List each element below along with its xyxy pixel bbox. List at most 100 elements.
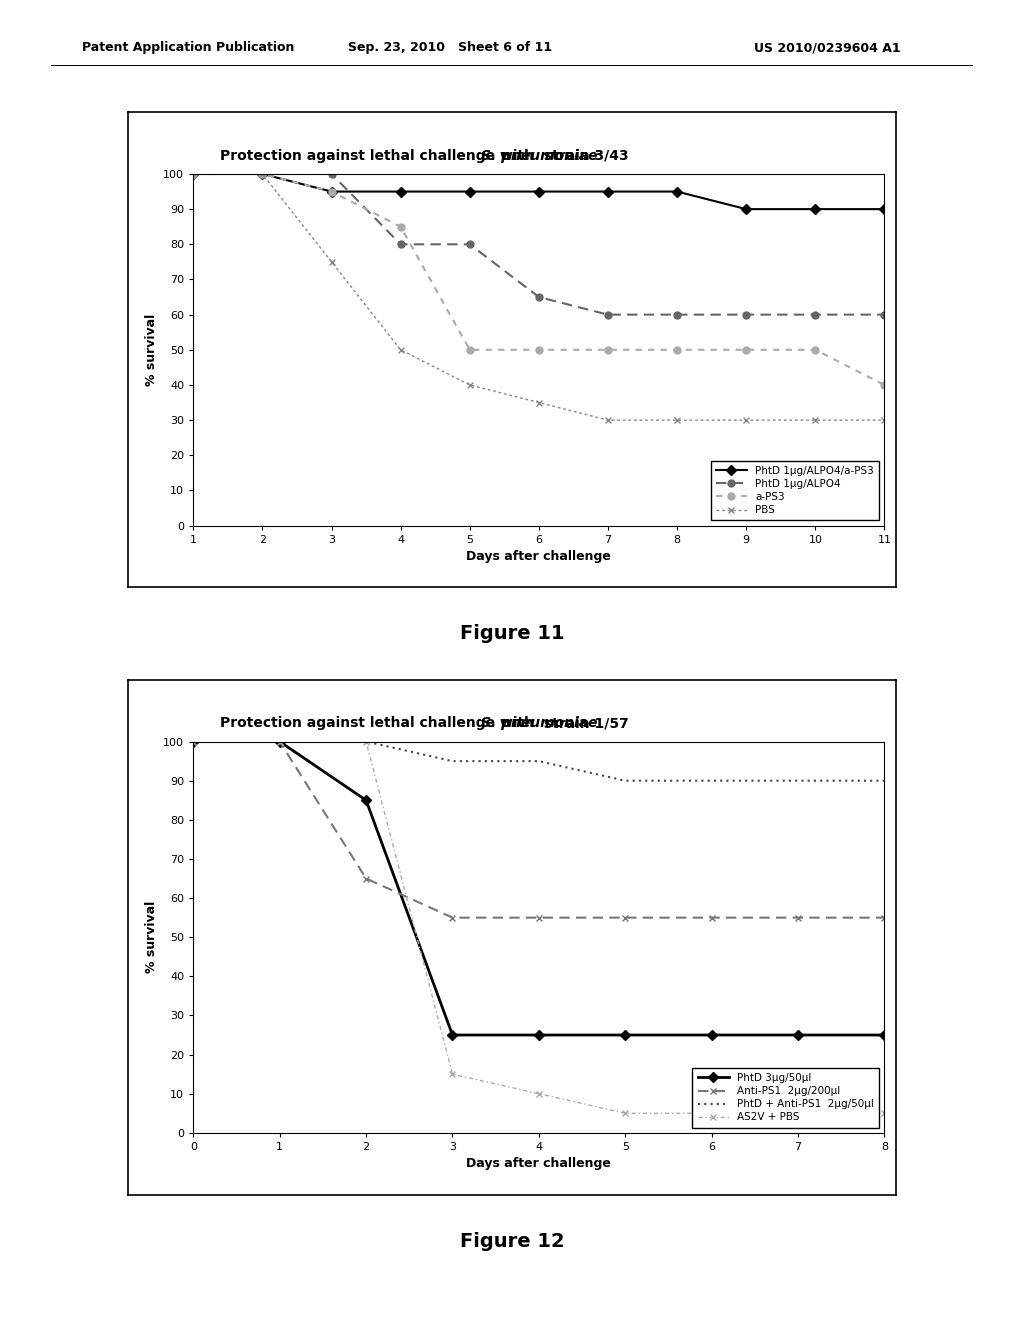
AS2V + PBS: [446, 1067, 459, 1082]
PhtD 1μg/ALPO4/a-PS3: [187, 166, 200, 182]
Text: Patent Application Publication: Patent Application Publication: [82, 41, 294, 54]
PBS: [879, 412, 891, 428]
Anti-PS1  2μg/200μl: [792, 909, 804, 925]
PhtD 1μg/ALPO4/a-PS3: [326, 183, 338, 199]
PhtD + Anti-PS1  2μg/50μl: [620, 772, 632, 788]
Anti-PS1  2μg/200μl: [532, 909, 545, 925]
PhtD + Anti-PS1  2μg/50μl: [706, 772, 718, 788]
PhtD + Anti-PS1  2μg/50μl: [187, 734, 200, 750]
Line: PhtD 1μg/ALPO4/a-PS3: PhtD 1μg/ALPO4/a-PS3: [189, 170, 888, 213]
PBS: [187, 166, 200, 182]
Line: AS2V + PBS: AS2V + PBS: [189, 738, 888, 1117]
PBS: [602, 412, 614, 428]
PhtD 1μg/ALPO4/a-PS3: [809, 201, 821, 216]
AS2V + PBS: [706, 1105, 718, 1121]
Line: PhtD 1μg/ALPO4: PhtD 1μg/ALPO4: [189, 170, 888, 318]
AS2V + PBS: [620, 1105, 632, 1121]
Text: US 2010/0239604 A1: US 2010/0239604 A1: [755, 41, 901, 54]
Text: Protection against lethal challenge with: Protection against lethal challenge with: [220, 149, 539, 162]
PhtD 1μg/ALPO4: [671, 306, 683, 322]
Text: strain 1/57: strain 1/57: [539, 717, 629, 730]
PBS: [256, 166, 268, 182]
Anti-PS1  2μg/200μl: [446, 909, 459, 925]
X-axis label: Days after challenge: Days after challenge: [467, 550, 611, 564]
AS2V + PBS: [532, 1086, 545, 1102]
X-axis label: Days after challenge: Days after challenge: [467, 1158, 611, 1171]
AS2V + PBS: [187, 734, 200, 750]
PhtD 3μg/50μl: [273, 734, 286, 750]
Legend: PhtD 1μg/ALPO4/a-PS3, PhtD 1μg/ALPO4, a-PS3, PBS: PhtD 1μg/ALPO4/a-PS3, PhtD 1μg/ALPO4, a-…: [711, 461, 880, 520]
Anti-PS1  2μg/200μl: [706, 909, 718, 925]
AS2V + PBS: [273, 734, 286, 750]
PhtD + Anti-PS1  2μg/50μl: [273, 734, 286, 750]
PBS: [671, 412, 683, 428]
a-PS3: [256, 166, 268, 182]
PhtD 1μg/ALPO4: [602, 306, 614, 322]
PhtD 1μg/ALPO4: [532, 289, 545, 305]
AS2V + PBS: [360, 734, 373, 750]
AS2V + PBS: [879, 1105, 891, 1121]
a-PS3: [326, 183, 338, 199]
Text: strain 3/43: strain 3/43: [539, 149, 629, 162]
Y-axis label: % survival: % survival: [144, 902, 158, 973]
Y-axis label: % survival: % survival: [144, 314, 158, 385]
AS2V + PBS: [792, 1105, 804, 1121]
a-PS3: [809, 342, 821, 358]
PBS: [532, 395, 545, 411]
Legend: PhtD 3μg/50μl, Anti-PS1  2μg/200μl, PhtD + Anti-PS1  2μg/50μl, AS2V + PBS: PhtD 3μg/50μl, Anti-PS1 2μg/200μl, PhtD …: [692, 1068, 880, 1127]
Text: S. pneumoniae: S. pneumoniae: [480, 149, 597, 162]
Anti-PS1  2μg/200μl: [273, 734, 286, 750]
PBS: [326, 253, 338, 269]
Anti-PS1  2μg/200μl: [187, 734, 200, 750]
PhtD 3μg/50μl: [706, 1027, 718, 1043]
PhtD 1μg/ALPO4: [879, 306, 891, 322]
PhtD 3μg/50μl: [187, 734, 200, 750]
PhtD 3μg/50μl: [360, 792, 373, 808]
Anti-PS1  2μg/200μl: [360, 871, 373, 887]
PBS: [394, 342, 407, 358]
Anti-PS1  2μg/200μl: [620, 909, 632, 925]
PhtD 1μg/ALPO4: [809, 306, 821, 322]
Line: PBS: PBS: [189, 170, 888, 424]
Text: Protection against lethal challenge with: Protection against lethal challenge with: [220, 717, 539, 730]
PhtD 1μg/ALPO4/a-PS3: [879, 201, 891, 216]
PhtD + Anti-PS1  2μg/50μl: [360, 734, 373, 750]
PhtD 1μg/ALPO4: [740, 306, 753, 322]
a-PS3: [879, 378, 891, 393]
PhtD + Anti-PS1  2μg/50μl: [532, 754, 545, 770]
PhtD 3μg/50μl: [792, 1027, 804, 1043]
PhtD + Anti-PS1  2μg/50μl: [446, 754, 459, 770]
Anti-PS1  2μg/200μl: [879, 909, 891, 925]
Text: Sep. 23, 2010   Sheet 6 of 11: Sep. 23, 2010 Sheet 6 of 11: [348, 41, 553, 54]
a-PS3: [394, 219, 407, 235]
PhtD 3μg/50μl: [620, 1027, 632, 1043]
PhtD 3μg/50μl: [532, 1027, 545, 1043]
a-PS3: [740, 342, 753, 358]
PhtD 1μg/ALPO4: [464, 236, 476, 252]
Line: PhtD 3μg/50μl: PhtD 3μg/50μl: [189, 738, 888, 1039]
PhtD 1μg/ALPO4/a-PS3: [464, 183, 476, 199]
Text: S. pneumoniae: S. pneumoniae: [480, 717, 597, 730]
PhtD 1μg/ALPO4: [187, 166, 200, 182]
PhtD 1μg/ALPO4/a-PS3: [740, 201, 753, 216]
PhtD 1μg/ALPO4/a-PS3: [671, 183, 683, 199]
Line: Anti-PS1  2μg/200μl: Anti-PS1 2μg/200μl: [189, 738, 888, 921]
Line: a-PS3: a-PS3: [189, 170, 888, 388]
PBS: [464, 378, 476, 393]
Text: Figure 11: Figure 11: [460, 624, 564, 643]
PhtD 1μg/ALPO4: [326, 166, 338, 182]
PhtD 3μg/50μl: [879, 1027, 891, 1043]
a-PS3: [532, 342, 545, 358]
PhtD 1μg/ALPO4: [256, 166, 268, 182]
PhtD 1μg/ALPO4/a-PS3: [394, 183, 407, 199]
PhtD + Anti-PS1  2μg/50μl: [792, 772, 804, 788]
PhtD 1μg/ALPO4/a-PS3: [532, 183, 545, 199]
PhtD 1μg/ALPO4/a-PS3: [602, 183, 614, 199]
PhtD 1μg/ALPO4: [394, 236, 407, 252]
Line: PhtD + Anti-PS1  2μg/50μl: PhtD + Anti-PS1 2μg/50μl: [194, 742, 885, 780]
PhtD + Anti-PS1  2μg/50μl: [879, 772, 891, 788]
a-PS3: [187, 166, 200, 182]
a-PS3: [671, 342, 683, 358]
PhtD 3μg/50μl: [446, 1027, 459, 1043]
a-PS3: [464, 342, 476, 358]
